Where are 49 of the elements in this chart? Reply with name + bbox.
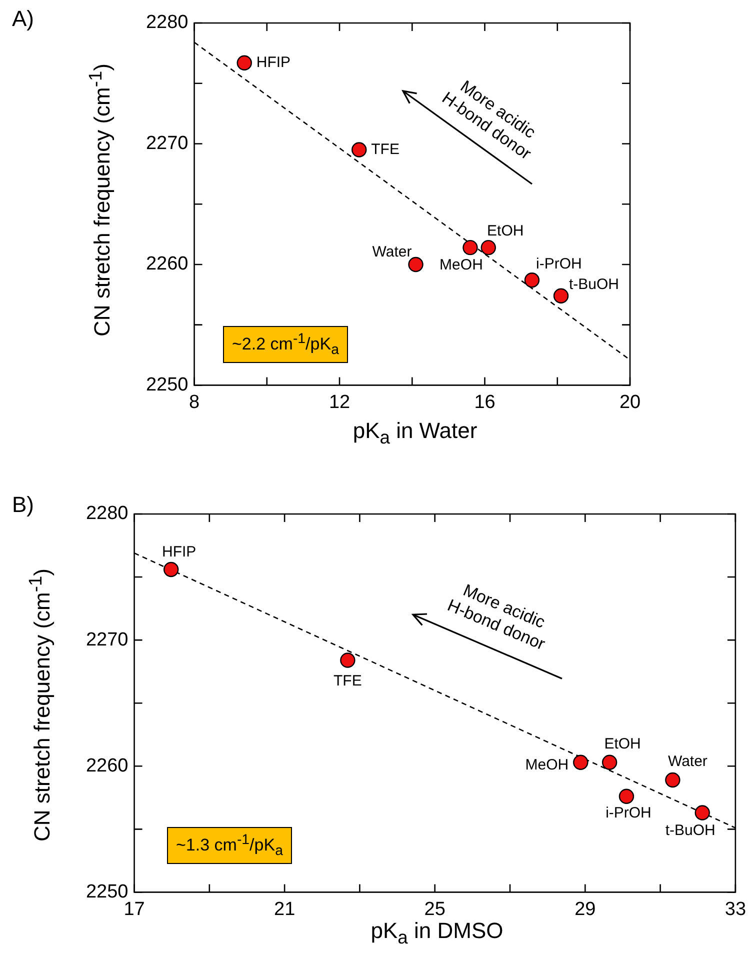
point — [480, 240, 496, 256]
annotation: MeOH — [440, 256, 483, 274]
annotation: MeOH — [525, 756, 569, 774]
point — [573, 754, 588, 770]
point — [236, 55, 252, 70]
x-axis-title: pK$_{a}$ in Water — [352, 418, 478, 448]
y-tick-label: 2260 — [146, 254, 188, 275]
point — [340, 652, 356, 668]
point — [462, 240, 478, 256]
x-tick-label: 25 — [424, 898, 446, 920]
annotation: HFIP — [162, 544, 196, 561]
point — [163, 562, 179, 578]
point — [665, 772, 680, 788]
annotation: t-BuOH — [569, 276, 620, 293]
point — [352, 142, 367, 158]
point — [694, 805, 710, 820]
y-tick-label: 2280 — [86, 503, 128, 524]
point — [524, 272, 540, 288]
x-tick-label: 29 — [574, 898, 596, 920]
annotation: i-PrOH — [606, 804, 652, 822]
annotation: EtOH — [604, 735, 641, 752]
chart-title: A) — [12, 6, 34, 32]
x-tick-label: 21 — [274, 898, 296, 920]
x-tick-label: 33 — [724, 898, 746, 920]
point — [618, 788, 634, 804]
x-tick-label: 8 — [188, 392, 200, 413]
annotation: HFIP — [256, 54, 291, 71]
point — [602, 754, 618, 770]
y-tick-label: 2280 — [146, 12, 188, 34]
y-tick-label: 2270 — [146, 132, 188, 154]
annotation: Water — [372, 244, 412, 261]
annotation: Water — [668, 753, 708, 770]
point — [553, 288, 569, 304]
x-axis-title: pK$_{a}$ in DMSO — [370, 918, 504, 948]
x-tick-label: 20 — [619, 392, 641, 413]
annotation: EtOH — [487, 222, 524, 240]
annotation: ~2.2 cm$^{-1}$/pK$_{a}$ — [223, 326, 348, 364]
annotation: i-PrOH — [536, 255, 582, 272]
y-tick-label: 2260 — [86, 755, 128, 776]
annotation: TFE — [334, 672, 362, 690]
annotation: ~1.3 cm$^{-1}$/pK$_{a}$ — [167, 827, 292, 864]
annotation: TFE — [371, 140, 400, 158]
x-tick-label: 16 — [474, 392, 496, 413]
x-tick-label: 12 — [328, 392, 350, 413]
annotation: t-BuOH — [665, 822, 716, 839]
chart-title: B) — [12, 492, 34, 518]
y-tick-label: 2250 — [146, 374, 188, 396]
point — [408, 256, 424, 272]
y-tick-label: 2270 — [86, 629, 128, 650]
